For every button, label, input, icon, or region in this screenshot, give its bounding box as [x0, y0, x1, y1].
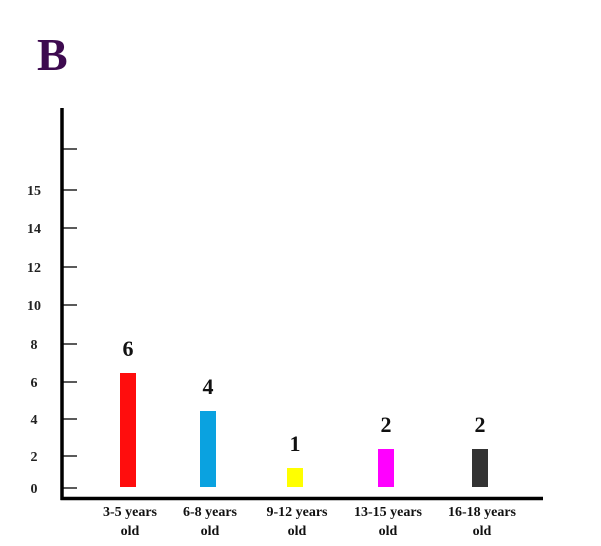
x-category-label: 16-18 years — [448, 505, 517, 520]
x-category-label: old — [201, 524, 220, 539]
x-category-label: old — [121, 524, 140, 539]
y-tick-label: 6 — [31, 376, 38, 391]
data-label: 4 — [203, 374, 214, 399]
y-tick-label: 15 — [27, 184, 41, 199]
x-category-label: 3-5 years — [103, 505, 158, 520]
x-category-label: 9-12 years — [266, 505, 328, 520]
y-tick-label: 2 — [31, 450, 38, 465]
data-label: 2 — [475, 412, 486, 437]
x-category-label: old — [379, 524, 398, 539]
bar — [287, 468, 303, 487]
y-axis-ticks: 0 2 4 6 8 10 12 14 15 — [27, 148, 77, 497]
category-labels: 3-5 years old 6-8 years old 9-12 years old 13-… — [103, 505, 517, 539]
x-category-label: old — [288, 524, 307, 539]
x-category-label: 13-15 years — [354, 505, 423, 520]
bar — [200, 411, 216, 487]
data-label: 6 — [123, 336, 134, 361]
x-category-label: old — [473, 524, 492, 539]
chart-title: B — [37, 29, 68, 80]
y-tick-label: 8 — [31, 338, 38, 353]
bar — [378, 449, 394, 487]
x-category-label: 6-8 years — [183, 505, 238, 520]
bars: 6 4 1 2 2 — [120, 336, 488, 487]
bar — [472, 449, 488, 487]
y-tick-label: 10 — [27, 299, 41, 314]
data-label: 1 — [290, 431, 301, 456]
bar — [120, 373, 136, 487]
y-tick-label: 4 — [31, 413, 38, 428]
y-tick-label: 12 — [27, 261, 41, 276]
y-tick-label: 14 — [27, 222, 41, 237]
data-label: 2 — [381, 412, 392, 437]
y-tick-label: 0 — [31, 482, 38, 497]
